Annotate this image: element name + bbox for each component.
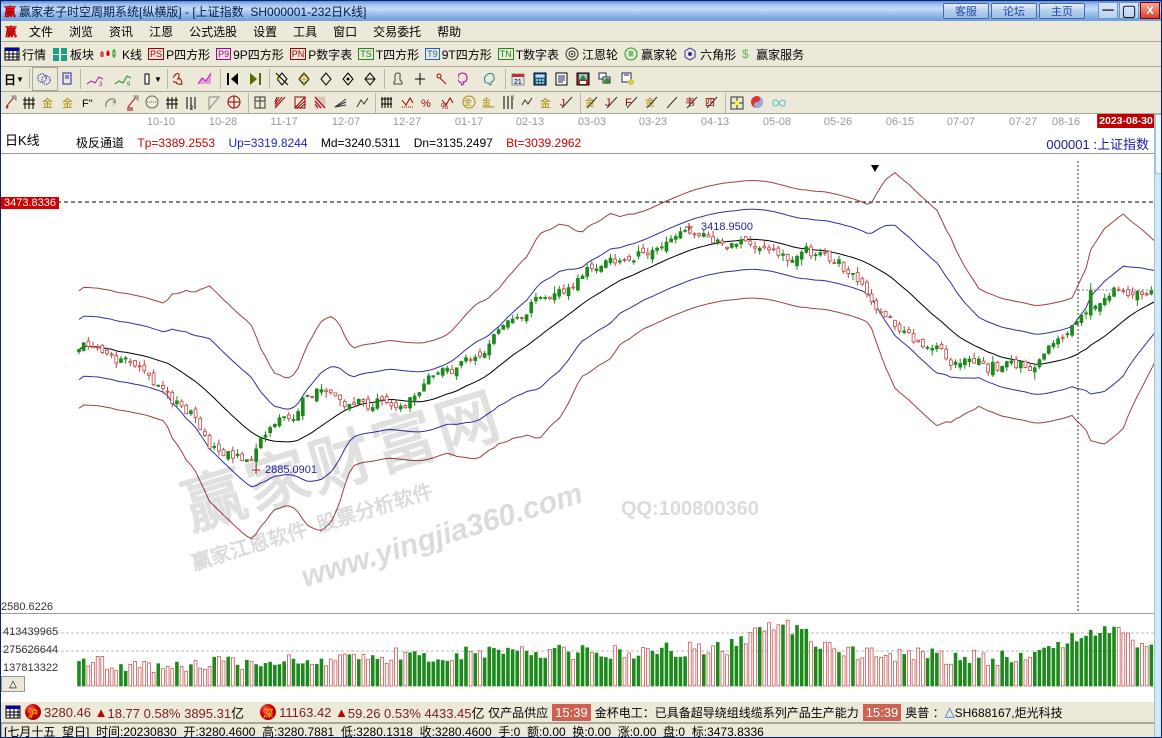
svg-text:$: $ bbox=[742, 47, 749, 61]
svg-text:2: 2 bbox=[190, 106, 194, 111]
svg-text:金: 金 bbox=[42, 96, 53, 110]
svg-text:F": F" bbox=[82, 98, 93, 110]
svg-text:韦: 韦 bbox=[685, 97, 695, 109]
svg-text:金: 金 bbox=[585, 96, 595, 109]
svg-text:金: 金 bbox=[482, 96, 491, 107]
svg-text:金: 金 bbox=[62, 96, 73, 110]
svg-text:9: 9 bbox=[127, 82, 131, 86]
svg-text:3: 3 bbox=[99, 82, 103, 86]
svg-text:赢: 赢 bbox=[628, 50, 634, 58]
svg-text:21: 21 bbox=[514, 79, 522, 86]
svg-text:四: 四 bbox=[705, 98, 715, 109]
svg-text:?: ? bbox=[112, 101, 116, 108]
svg-text:金: 金 bbox=[464, 97, 472, 107]
svg-text:%: % bbox=[421, 98, 431, 110]
svg-text:金: 金 bbox=[645, 96, 655, 109]
svg-text:%: % bbox=[441, 102, 448, 111]
svg-text:金: 金 bbox=[540, 96, 551, 110]
